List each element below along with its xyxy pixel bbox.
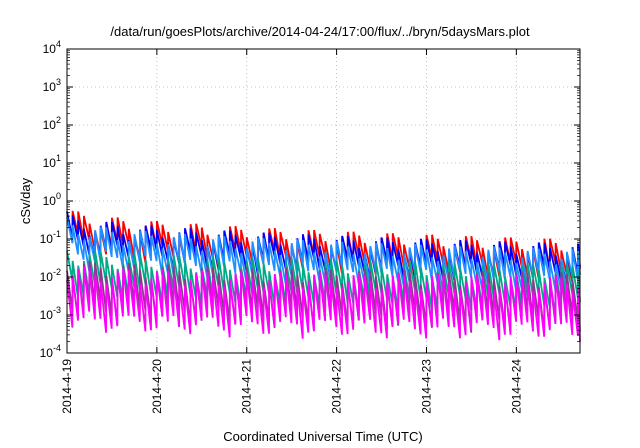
x-tick-label: 2014-4-20 xyxy=(150,359,164,414)
y-tick-label: 10-1 xyxy=(40,229,61,246)
y-tick-label: 101 xyxy=(43,153,61,170)
series-line-5 xyxy=(66,266,581,342)
x-tick-label: 2014-4-19 xyxy=(60,359,74,414)
y-tick-label: 10-4 xyxy=(40,343,61,360)
y-axis-ticks: 10-4 10-3 10-2 10-1 100 101 102 103 104 xyxy=(40,39,580,360)
x-tick-label: 2014-4-22 xyxy=(330,359,344,414)
y-axis-label: cSv/day xyxy=(18,177,33,224)
y-tick-label: 100 xyxy=(43,191,61,208)
series-group xyxy=(66,210,581,342)
y-tick-label: 104 xyxy=(43,39,61,56)
x-axis-ticks: 2014-4-19 2014-4-20 2014-4-21 2014-4-22 2014… xyxy=(60,49,523,414)
y-tick-label: 10-2 xyxy=(40,267,61,284)
x-tick-label: 2014-4-24 xyxy=(509,359,523,414)
y-tick-label: 103 xyxy=(43,77,61,94)
y-tick-label: 102 xyxy=(43,115,61,132)
x-tick-label: 2014-4-23 xyxy=(419,359,433,414)
y-tick-label: 10-3 xyxy=(40,305,61,322)
chart-title: /data/run/goesPlots/archive/2014-04-24/1… xyxy=(110,24,530,39)
x-tick-label: 2014-4-21 xyxy=(240,359,254,414)
x-axis-label: Coordinated Universal Time (UTC) xyxy=(223,429,422,444)
